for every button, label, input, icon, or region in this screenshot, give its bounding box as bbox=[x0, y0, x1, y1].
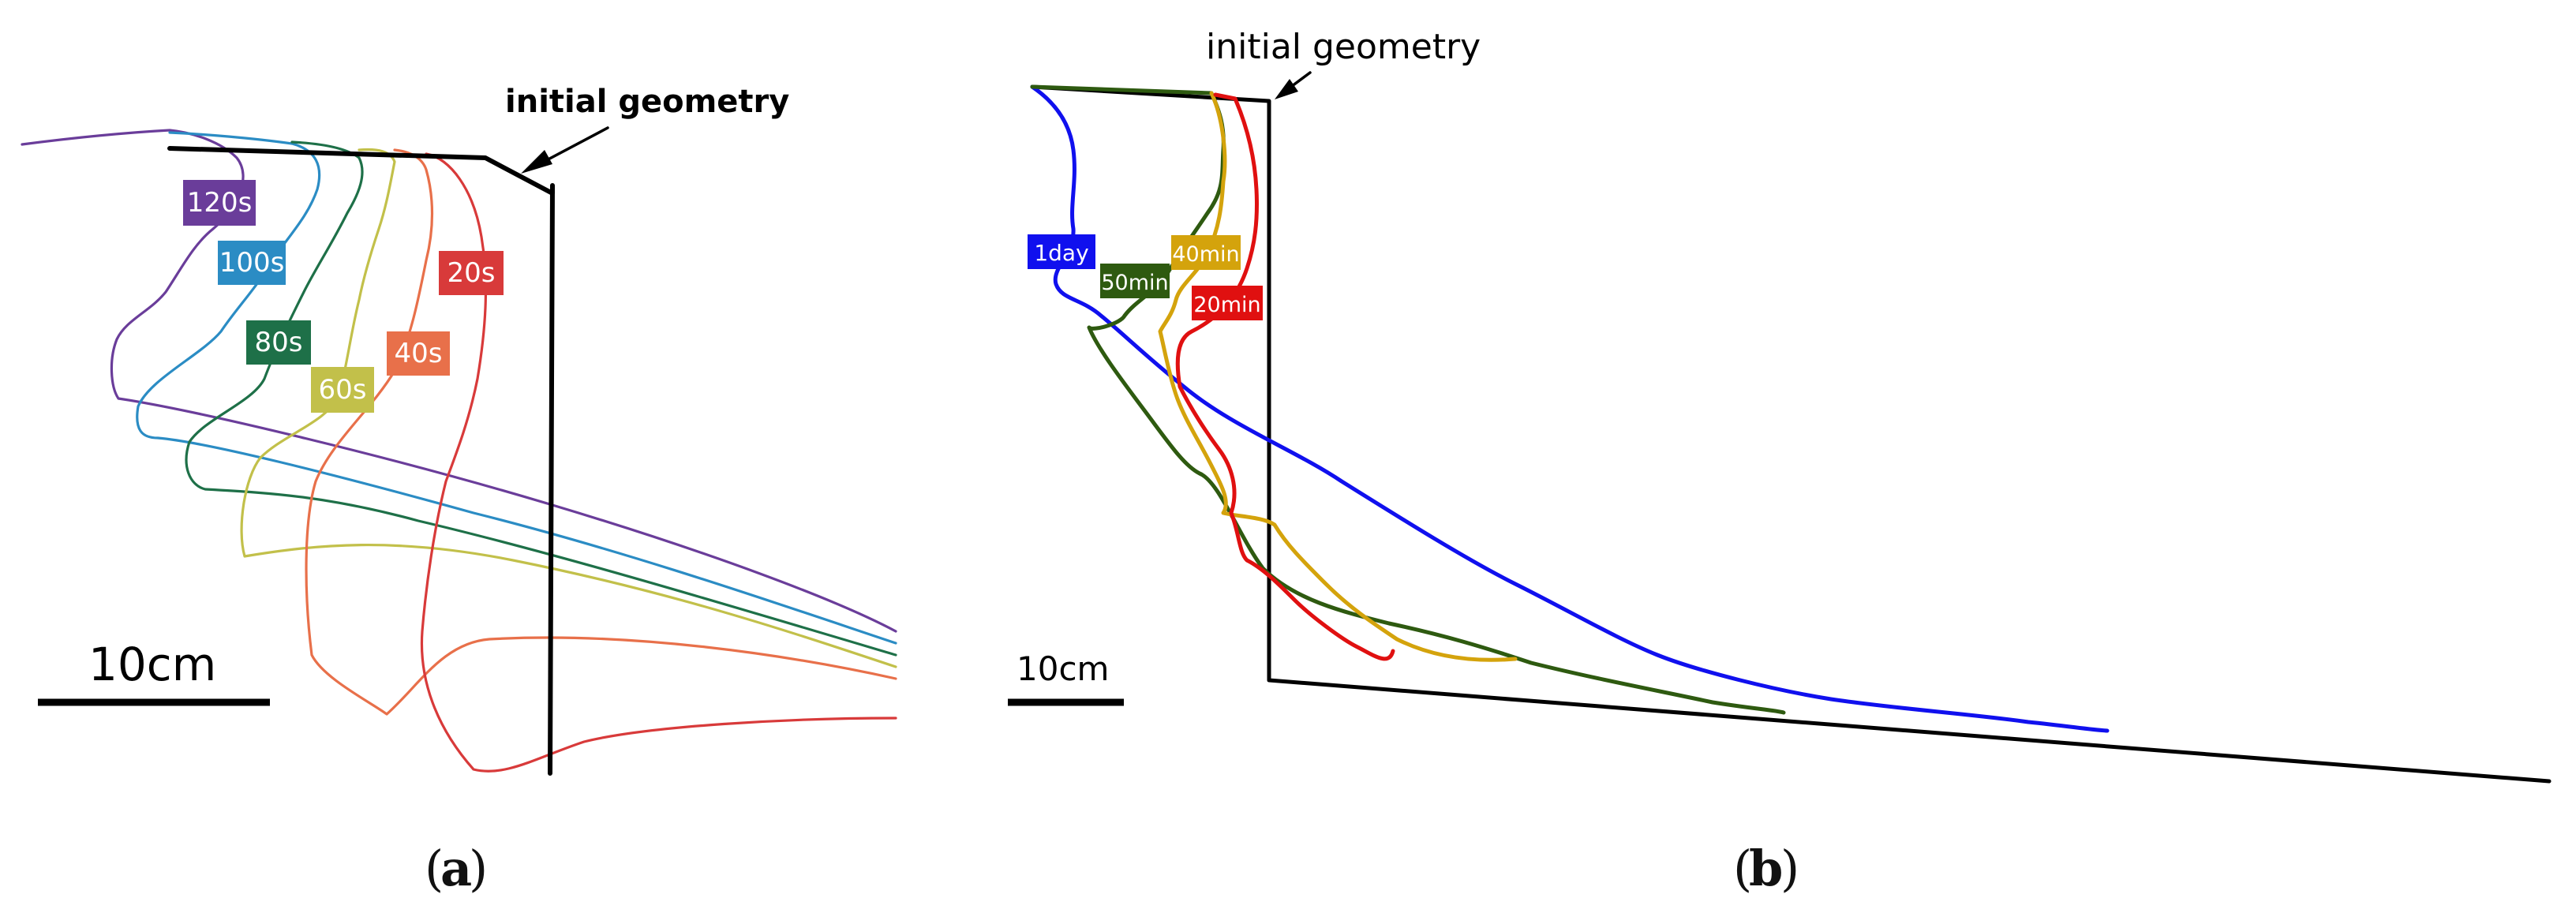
profile-100s-curve bbox=[136, 131, 897, 645]
panel-b bbox=[1008, 71, 2552, 784]
scale-label-a: 10cm bbox=[88, 638, 216, 691]
initial-geometry-outline bbox=[167, 146, 555, 776]
caption-a-close: ) bbox=[469, 840, 488, 897]
profile-20min-curve bbox=[1175, 92, 1395, 661]
profile-120s-curve bbox=[21, 129, 897, 633]
annotation-arrowhead bbox=[521, 150, 552, 174]
time-label-1day-text: 1day bbox=[1034, 240, 1088, 266]
caption-b-letter: b bbox=[1749, 840, 1783, 897]
caption-a-open: ( bbox=[425, 840, 444, 897]
time-label-40s-text: 40s bbox=[395, 338, 443, 369]
time-label-120s: 120s bbox=[183, 180, 256, 226]
annotation-text-a: initial geometry bbox=[505, 84, 789, 120]
caption-b: ( b ) bbox=[1733, 840, 1799, 897]
profile-40min-curve bbox=[1158, 91, 1518, 662]
time-label-20min-box bbox=[1192, 286, 1263, 320]
profile-40s-curve bbox=[305, 148, 897, 716]
time-label-40s-box bbox=[387, 331, 450, 376]
time-label-80s-box bbox=[246, 320, 311, 365]
time-label-80s-text: 80s bbox=[255, 327, 303, 358]
time-label-50min-text: 50min bbox=[1101, 271, 1168, 295]
scale-label-b: 10cm bbox=[1017, 649, 1109, 688]
initial-geometry-base-b bbox=[1267, 369, 2552, 784]
time-label-100s-box bbox=[218, 241, 286, 285]
time-label-100s: 100s bbox=[218, 241, 286, 285]
time-label-40min: 40min bbox=[1171, 235, 1241, 270]
caption-a: ( a ) bbox=[425, 840, 488, 897]
time-label-120s-box bbox=[183, 180, 256, 226]
annotation-text-b: initial geometry bbox=[1206, 27, 1481, 67]
time-label-20s-box bbox=[439, 251, 504, 295]
profile-20s-curve bbox=[420, 152, 897, 773]
time-label-1day: 1day bbox=[1028, 234, 1095, 269]
caption-b-close: ) bbox=[1780, 840, 1799, 897]
time-label-80s: 80s bbox=[246, 320, 311, 365]
time-label-1day-box bbox=[1028, 234, 1095, 269]
profile-1day-curve bbox=[1030, 84, 2110, 733]
time-label-20min: 20min bbox=[1192, 286, 1263, 320]
profile-80s-curve bbox=[185, 140, 897, 657]
profile-60s-curve bbox=[240, 148, 897, 668]
time-label-20s: 20s bbox=[439, 251, 504, 295]
time-label-50min-box bbox=[1100, 264, 1170, 298]
time-label-40min-box bbox=[1171, 235, 1241, 270]
time-label-60s-text: 60s bbox=[319, 374, 367, 406]
time-label-40s: 40s bbox=[387, 331, 450, 376]
time-label-60s-box bbox=[311, 367, 374, 413]
time-label-120s-text: 120s bbox=[187, 187, 253, 219]
caption-b-open: ( bbox=[1733, 840, 1752, 897]
annotation-arrowhead-b bbox=[1275, 79, 1298, 99]
time-label-60s: 60s bbox=[311, 367, 374, 413]
caption-a-letter: a bbox=[440, 840, 472, 897]
time-label-50min: 50min bbox=[1100, 264, 1170, 298]
profile-50min-curve bbox=[1030, 84, 1786, 715]
time-label-20min-text: 20min bbox=[1193, 293, 1260, 317]
time-label-100s-text: 100s bbox=[219, 247, 285, 279]
time-label-40min-text: 40min bbox=[1172, 242, 1239, 267]
time-label-20s-text: 20s bbox=[447, 257, 496, 289]
